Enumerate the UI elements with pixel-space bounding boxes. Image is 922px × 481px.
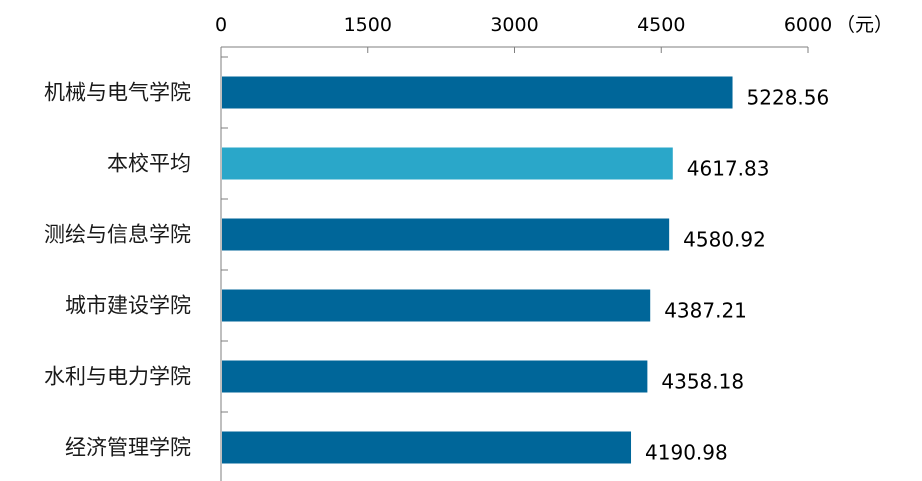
bar xyxy=(222,76,733,109)
category-label: 水利与电力学院 xyxy=(44,365,191,389)
bar xyxy=(222,431,632,464)
value-axis: 0 1500 3000 4500 6000 xyxy=(215,14,832,53)
value-tick-label: 3000 xyxy=(490,14,538,36)
value-label: 4617.83 xyxy=(687,157,770,181)
value-label: 4580.92 xyxy=(683,228,766,252)
bar-average xyxy=(222,147,673,180)
bar xyxy=(222,289,651,322)
category-label: 测绘与信息学院 xyxy=(44,223,191,247)
unit-label: （元） xyxy=(836,14,893,36)
value-label: 4358.18 xyxy=(661,370,744,394)
category-label: 经济管理学院 xyxy=(65,436,191,460)
value-label: 4190.98 xyxy=(645,441,728,465)
value-label: 4387.21 xyxy=(664,299,747,323)
value-tick-label: 0 xyxy=(215,14,227,36)
category-label: 本校平均 xyxy=(107,152,191,176)
category-axis xyxy=(220,47,228,481)
value-tick-label: 4500 xyxy=(637,14,685,36)
value-tick-label: 6000 xyxy=(784,14,832,36)
bar xyxy=(222,218,670,251)
value-label: 5228.56 xyxy=(747,86,830,110)
category-label: 机械与电气学院 xyxy=(44,81,191,105)
bars: 机械与电气学院 5228.56 本校平均 4617.83 测绘与信息学院 4580.92 城… xyxy=(44,76,830,465)
value-tick-label: 1500 xyxy=(344,14,392,36)
bar xyxy=(222,360,648,393)
category-label: 城市建设学院 xyxy=(65,294,191,318)
